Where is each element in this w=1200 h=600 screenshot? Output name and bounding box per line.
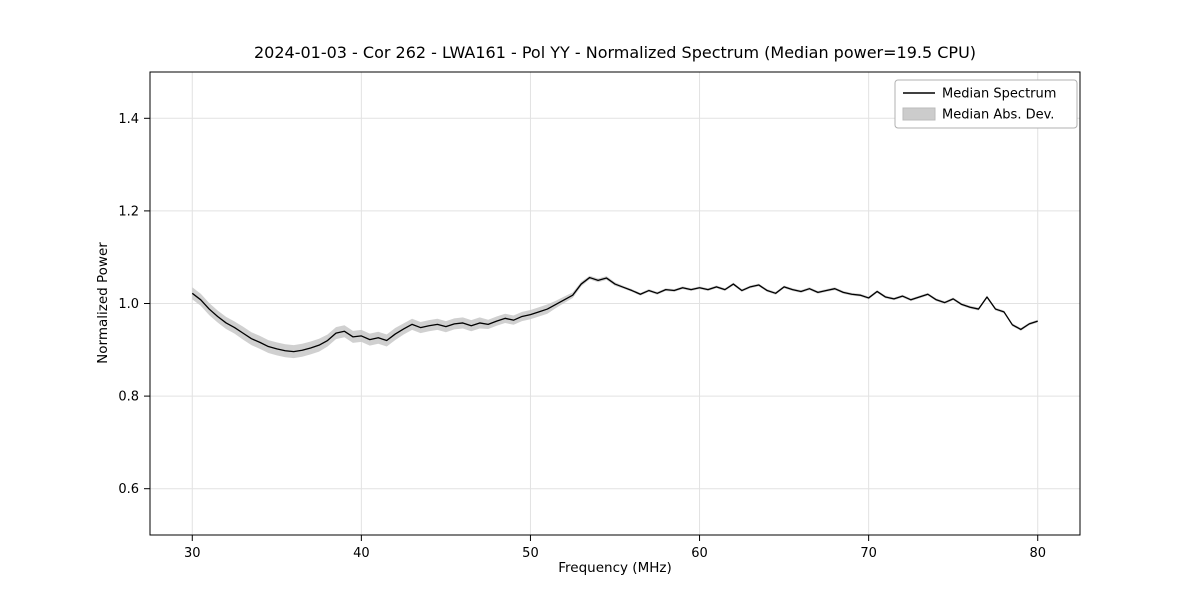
- y-tick-label: 1.0: [118, 297, 139, 312]
- y-tick-label: 0.8: [118, 390, 139, 405]
- x-tick-label: 50: [522, 546, 539, 561]
- y-tick-label: 0.6: [118, 482, 139, 497]
- y-axis-label: Normalized Power: [95, 242, 111, 364]
- chart-title: 2024-01-03 - Cor 262 - LWA161 - Pol YY -…: [254, 43, 976, 62]
- legend-patch-sample: [902, 107, 936, 121]
- median-line: [191, 276, 1038, 353]
- mad-band-polygon: [192, 275, 1038, 359]
- legend-box: [894, 79, 1078, 129]
- grid-lines: [150, 72, 1080, 535]
- x-tick-label: 70: [860, 546, 877, 561]
- axis-ticks: 30 40 50 60 70 80 0.6 0.8 1.0 1.2 1.4: [118, 112, 1046, 561]
- x-tick-label: 80: [1029, 546, 1046, 561]
- x-tick-label: 60: [691, 546, 708, 561]
- x-axis-label: Frequency (MHz): [558, 560, 671, 576]
- legend: Median Spectrum Median Abs. Dev.: [894, 79, 1078, 129]
- median-spectrum-polyline: [191, 276, 1038, 353]
- y-tick-label: 1.2: [118, 204, 139, 219]
- x-tick-label: 30: [184, 546, 201, 561]
- y-tick-label: 1.4: [118, 112, 139, 127]
- legend-entry-median-spectrum: Median Spectrum: [942, 87, 1056, 102]
- mad-band: [192, 275, 1038, 359]
- plot-area-border: [149, 71, 1081, 536]
- x-tick-label: 40: [353, 546, 370, 561]
- legend-entry-median-abs-dev: Median Abs. Dev.: [942, 108, 1054, 123]
